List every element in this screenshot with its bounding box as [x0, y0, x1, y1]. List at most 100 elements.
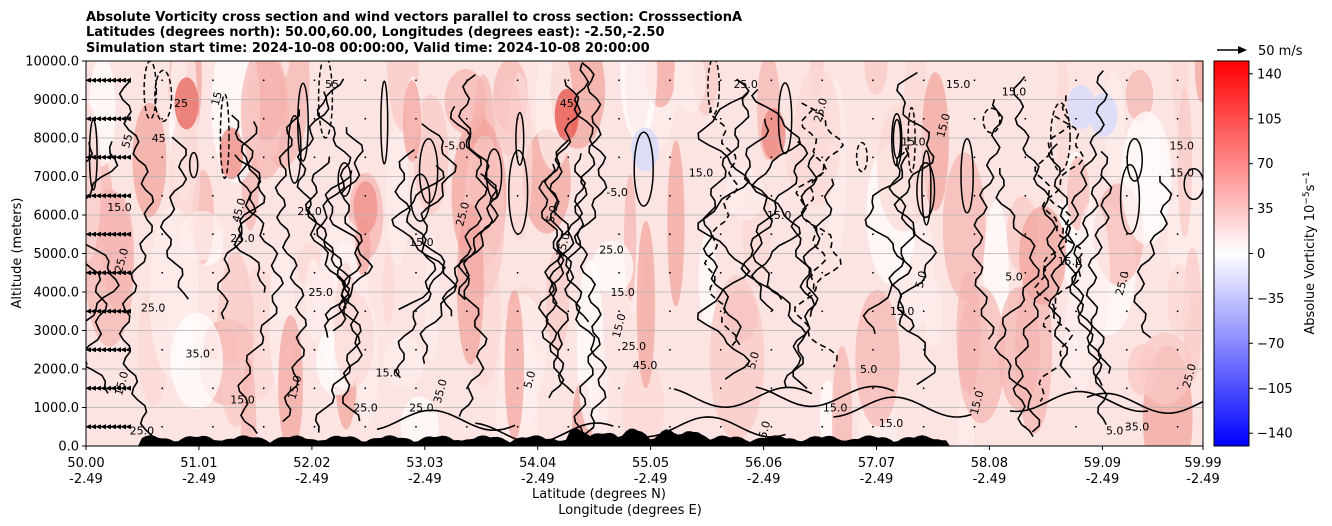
x-tick-label-lat: 55.05	[632, 456, 669, 471]
wind-vector-dot	[872, 156, 874, 159]
contour-loop	[219, 93, 230, 179]
field-patch	[855, 289, 900, 427]
wind-vector	[90, 385, 96, 391]
wind-vector-dot	[922, 194, 925, 197]
wind-vector-dot	[669, 271, 671, 274]
field-minimum	[1067, 85, 1096, 130]
contour-line-low	[673, 386, 813, 409]
wind-vector-dot	[465, 425, 468, 428]
contour-line	[549, 63, 590, 323]
contour-label: 15.0	[901, 136, 926, 149]
field-patch	[1120, 111, 1172, 245]
wind-vector-dot	[364, 156, 367, 159]
wind-vector-dot	[1024, 156, 1027, 159]
contour-line	[794, 102, 845, 368]
x-tick-label-lon: -2.49	[634, 472, 668, 487]
x-tick-label-lat: 50.00	[67, 456, 104, 471]
contour-label: 15.0	[1002, 86, 1027, 99]
x-tick-label-lat: 58.08	[971, 456, 1008, 471]
wind-vector	[110, 77, 116, 83]
wind-vector-dot	[262, 271, 265, 274]
wind-vector	[86, 347, 91, 353]
colorbar-tick-label: 140	[1257, 67, 1282, 82]
colorbar-label-unit: s	[1303, 184, 1318, 191]
wind-vector	[105, 231, 111, 237]
contour-label: 25.0	[309, 286, 334, 299]
x-tick-label-lat: 59.09	[1084, 456, 1121, 471]
wind-vector-dot	[567, 271, 570, 274]
wind-vector-dot	[719, 348, 722, 351]
wind-vector-dot	[110, 79, 113, 82]
wind-vector-dot	[110, 310, 113, 313]
wind-vector-dot	[821, 425, 824, 428]
wind-vector	[90, 154, 96, 160]
wind-vector-dot	[770, 233, 773, 236]
wind-vector-dot	[1075, 194, 1077, 197]
contour-line	[545, 153, 587, 394]
wind-vector-dot	[465, 79, 468, 82]
contour-label: 25.0	[353, 401, 378, 414]
contour-label: 15.0	[689, 167, 714, 180]
wind-vector-dot	[262, 310, 265, 313]
wind-vector-dot	[110, 271, 113, 274]
y-tick-label: 5000.0	[34, 247, 80, 262]
x-tick-label-lat: 57.07	[858, 456, 895, 471]
field-maximum	[219, 127, 244, 180]
field-patch	[667, 140, 685, 307]
wind-vector-dot	[567, 156, 570, 159]
wind-vector	[105, 270, 111, 276]
contour-label: 5.0	[544, 204, 561, 224]
wind-vector-dot	[719, 117, 722, 120]
contour-label: 5.0	[913, 269, 930, 289]
contour-loop	[515, 111, 525, 166]
wind-vector	[125, 270, 131, 276]
colorbar-tick-label: −105	[1257, 382, 1293, 397]
wind-vector-dot	[364, 194, 367, 197]
wind-vector-dot	[973, 425, 976, 428]
wind-vector	[105, 308, 111, 314]
wind-vector	[100, 193, 106, 199]
y-tick-label: 4000.0	[34, 286, 80, 301]
wind-vector-dot	[212, 348, 214, 351]
contour-label: 5.0	[745, 350, 762, 370]
wind-vector	[125, 116, 131, 122]
contour-label: 5.0	[756, 420, 773, 440]
contour-label: 25.0	[599, 244, 624, 257]
wind-vector-dot	[161, 310, 164, 313]
quiver-key: 50 m/s	[1217, 44, 1303, 59]
terrain	[86, 428, 1203, 446]
wind-vector	[100, 116, 106, 122]
contour-line-low	[647, 416, 786, 438]
wind-vector-dot	[770, 156, 773, 159]
wind-vector-dot	[669, 117, 671, 120]
wind-vector-dot	[212, 156, 214, 159]
wind-vector-dot	[618, 387, 620, 390]
wind-vector	[95, 231, 101, 237]
wind-vector-dot	[110, 233, 113, 236]
contour-line	[1041, 115, 1085, 333]
field-patch	[997, 287, 1041, 411]
wind-vector-dot	[212, 79, 214, 82]
terrain-silhouette	[86, 428, 1203, 446]
contour-loop	[892, 118, 902, 160]
field-patch	[240, 357, 257, 446]
contour-label: 55	[119, 132, 135, 149]
wind-vector-dot	[161, 156, 164, 159]
wind-vector-dot	[1075, 271, 1077, 274]
contour-label: 25	[174, 97, 188, 110]
colorbar-label-text: Absolue Vorticity 10	[1303, 205, 1318, 335]
y-tick-label: 2000.0	[34, 363, 80, 378]
wind-vector-dot	[313, 233, 316, 236]
contour-line	[573, 61, 602, 435]
contour-line	[118, 81, 155, 442]
field-patch	[864, 61, 888, 95]
wind-vector-dot	[465, 348, 468, 351]
wind-vector	[86, 231, 91, 237]
wind-vector-dot	[516, 310, 519, 313]
wind-vector	[86, 385, 91, 391]
contour-label: 25.0	[811, 97, 830, 124]
wind-vector-dot	[1075, 117, 1077, 120]
contour-line	[304, 156, 361, 433]
wind-vector-dot	[872, 348, 874, 351]
wind-vector-dot	[415, 79, 417, 82]
